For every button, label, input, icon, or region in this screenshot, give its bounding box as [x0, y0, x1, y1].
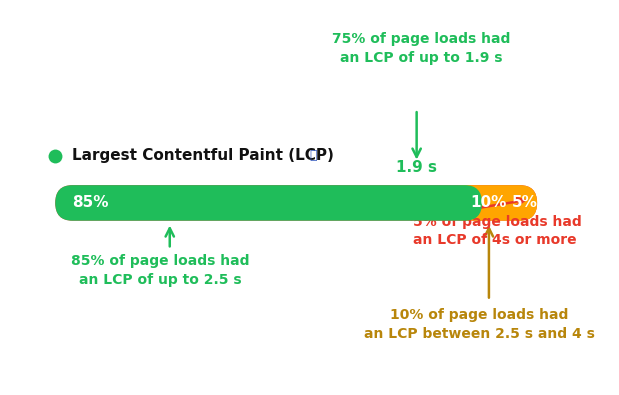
FancyBboxPatch shape — [55, 185, 482, 221]
Text: 5% of page loads had
an LCP of 4s or more: 5% of page loads had an LCP of 4s or mor… — [413, 215, 582, 247]
Text: 🔖: 🔖 — [309, 149, 316, 162]
Text: 85%: 85% — [72, 196, 109, 211]
FancyBboxPatch shape — [55, 185, 537, 221]
Text: 75% of page loads had
an LCP of up to 1.9 s: 75% of page loads had an LCP of up to 1.… — [332, 32, 511, 65]
Text: Largest Contentful Paint (LCP): Largest Contentful Paint (LCP) — [72, 148, 334, 163]
Text: 5%: 5% — [512, 196, 538, 211]
Text: 10% of page loads had
an LCP between 2.5 s and 4 s: 10% of page loads had an LCP between 2.5… — [364, 308, 595, 341]
FancyBboxPatch shape — [448, 185, 537, 221]
Text: 85% of page loads had
an LCP of up to 2.5 s: 85% of page loads had an LCP of up to 2.… — [71, 254, 249, 287]
Text: 1.9 s: 1.9 s — [396, 160, 437, 175]
Text: 10%: 10% — [470, 196, 507, 211]
